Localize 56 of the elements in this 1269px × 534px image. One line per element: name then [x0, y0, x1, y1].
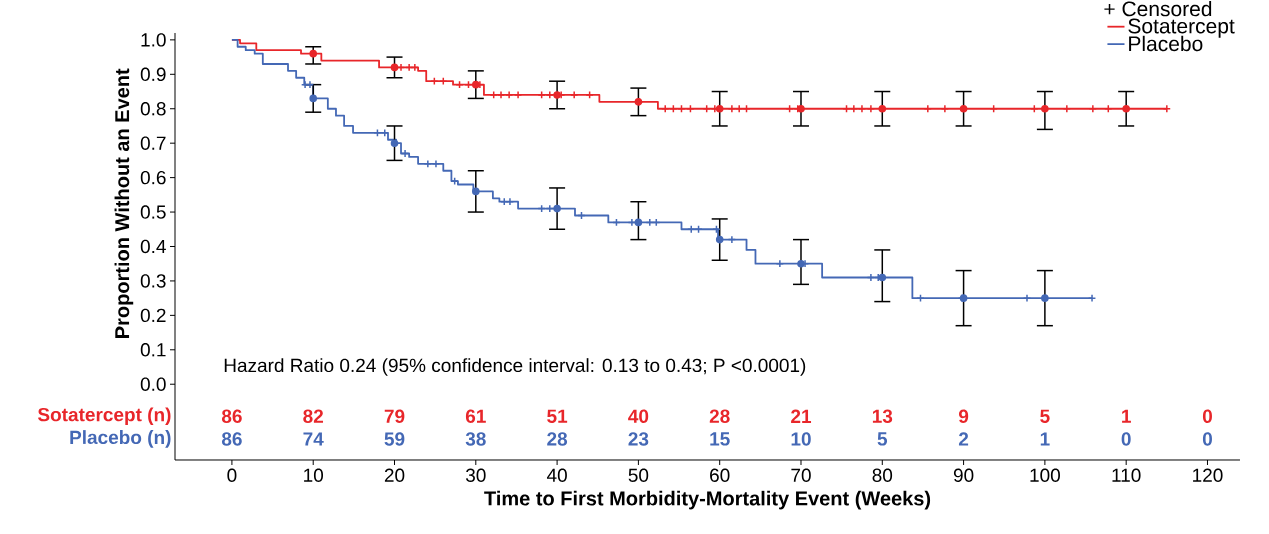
y-tick-label: 0.6: [140, 170, 166, 185]
y-tick-label: 0.0: [140, 377, 166, 391]
annotation: 82: [303, 409, 324, 423]
annotation: 61: [465, 409, 486, 423]
y-tick-label: 1.0: [141, 33, 166, 47]
text: Placebo (n): [70, 430, 171, 448]
annotation: 0: [1121, 432, 1131, 446]
annotation: 51: [547, 409, 568, 423]
x-tick-label: 40: [546, 468, 567, 482]
x-tick-label: 20: [384, 468, 405, 482]
x-tick-label: 120: [1193, 468, 1223, 482]
annotation: 28: [547, 432, 568, 446]
x-tick-label: 30: [465, 468, 486, 482]
legend-title: + Censored: [1104, 0, 1212, 17]
annotation: 23: [628, 432, 649, 446]
x-tick-label: 0: [227, 468, 237, 482]
x-tick-label: 90: [953, 468, 974, 482]
text: Sotatercept (n): [37, 407, 171, 426]
annotation: 13: [872, 409, 893, 423]
annotation: 74: [303, 432, 324, 446]
y-axis-title: Proportion Without an Event: [114, 68, 134, 338]
y-tick-label: 0.1: [140, 343, 166, 357]
x-tick-label: 100: [1030, 468, 1060, 482]
x-tick-label: 50: [628, 468, 649, 482]
annotation: 10: [791, 432, 811, 446]
y-tick-label: 0.2: [140, 308, 166, 323]
annotation: 86: [221, 432, 242, 446]
y-tick-label: 0.8: [140, 102, 166, 116]
annotation: 40: [628, 409, 649, 423]
annotation: 9: [958, 409, 969, 423]
annotation: 5: [877, 432, 888, 446]
x-tick-label: 10: [304, 468, 324, 482]
annotation: 1: [1122, 409, 1131, 423]
annotation: 0: [1202, 432, 1212, 446]
x-tick-label: 60: [710, 468, 730, 482]
y-tick-label: 0.5: [140, 205, 166, 219]
x-tick-label: 70: [791, 468, 811, 482]
y-tick-label: 0.7: [140, 136, 166, 150]
annotation: 15: [710, 432, 730, 446]
annotation: 38: [465, 432, 486, 446]
annotation: 1: [1040, 432, 1050, 446]
annotation: Hazard Ratio 0.24 (95% confidence interval: 0.13 to 0.43; P <0.0001): [224, 358, 806, 376]
annotation: 5: [1040, 409, 1050, 423]
y-tick-label: 0.3: [140, 274, 166, 288]
annotation: 79: [384, 409, 405, 423]
annotation: 59: [384, 432, 405, 446]
annotation: 2: [958, 432, 969, 446]
y-tick-label: 0.9: [140, 67, 166, 82]
annotation: 0: [1202, 409, 1212, 423]
x-tick-label: 110: [1112, 468, 1141, 482]
x-tick-label: 80: [872, 468, 893, 482]
annotation: 21: [791, 409, 812, 423]
annotation: 28: [709, 409, 730, 423]
y-tick-label: 0.4: [140, 239, 166, 254]
annotation: 86: [221, 409, 242, 423]
x-axis-title: Time to First Morbidity-Mortality Event (Weeks): [484, 490, 931, 510]
